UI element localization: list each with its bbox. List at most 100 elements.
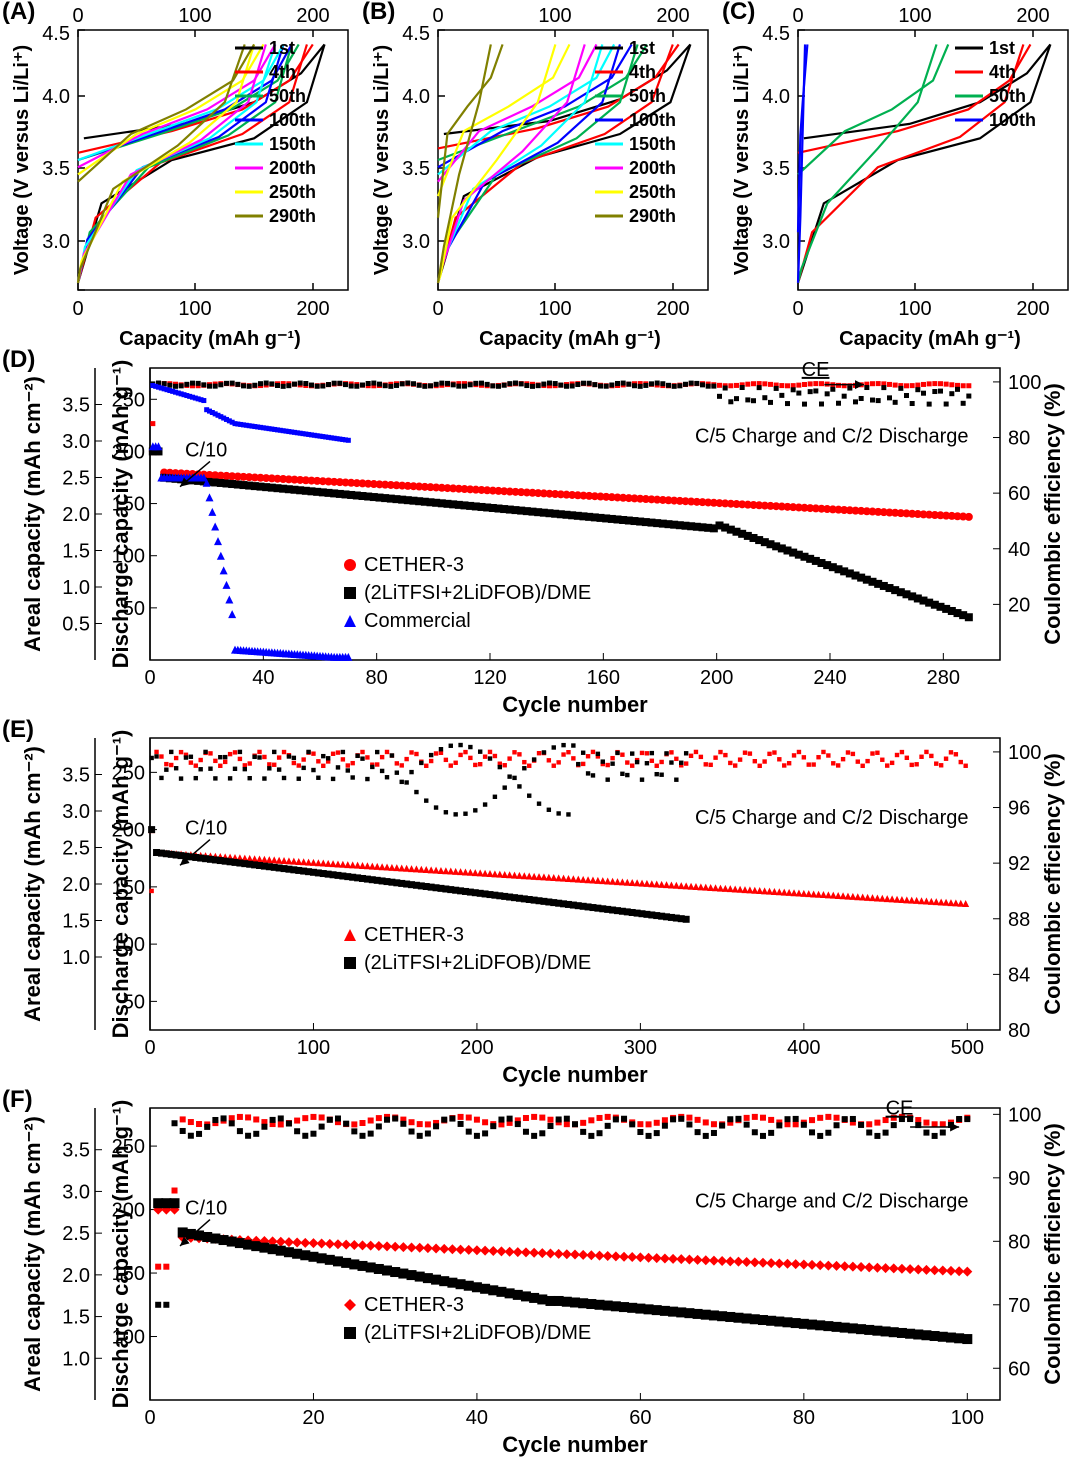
svg-text:3.0: 3.0	[402, 231, 430, 253]
svg-text:CETHER-3: CETHER-3	[364, 924, 464, 946]
panel-B-svg: 3.0 3.5 4.0 4.5 0 100 200 0 100 200	[360, 0, 720, 350]
panel-A-xlabel: Capacity (mAh g⁻¹)	[119, 328, 301, 350]
svg-text:50th: 50th	[989, 86, 1026, 106]
svg-text:CE: CE	[802, 359, 830, 381]
svg-text:Discharge capacity (mAh g⁻¹): Discharge capacity (mAh g⁻¹)	[108, 730, 133, 1039]
svg-text:1st: 1st	[269, 38, 295, 58]
svg-text:Commercial: Commercial	[364, 610, 471, 632]
panel-A: (A) 3.0 3.5 4.0 4.5 0 100	[0, 0, 360, 350]
svg-text:4.0: 4.0	[762, 86, 790, 108]
svg-text:C/5 Charge and C/2 Discharge: C/5 Charge and C/2 Discharge	[695, 807, 968, 829]
svg-text:100: 100	[1008, 372, 1041, 394]
svg-text:100: 100	[538, 298, 571, 320]
svg-text:Cycle number: Cycle number	[502, 1432, 648, 1457]
svg-text:200: 200	[460, 1037, 493, 1059]
svg-text:60: 60	[1008, 483, 1030, 505]
panel-F-label: (F)	[2, 1086, 33, 1114]
panel-C-svg: 3.0 3.5 4.0 4.5 0 100 200 0 100 200	[720, 0, 1080, 350]
svg-text:3.0: 3.0	[42, 231, 70, 253]
svg-text:3.5: 3.5	[62, 395, 90, 417]
svg-text:0: 0	[432, 298, 443, 320]
svg-text:C/5 Charge and C/2 Discharge: C/5 Charge and C/2 Discharge	[695, 426, 968, 448]
svg-text:200: 200	[656, 298, 689, 320]
svg-text:100: 100	[178, 5, 211, 27]
svg-text:4.5: 4.5	[402, 23, 430, 45]
panel-E-label: (E)	[2, 716, 34, 744]
svg-text:4.5: 4.5	[42, 23, 70, 45]
svg-text:40: 40	[252, 667, 274, 689]
svg-text:1.0: 1.0	[62, 1348, 90, 1370]
svg-text:4th: 4th	[629, 62, 656, 82]
svg-text:150th: 150th	[269, 134, 316, 154]
svg-text:50th: 50th	[629, 86, 666, 106]
svg-text:CETHER-3: CETHER-3	[364, 554, 464, 576]
svg-text:Capacity (mAh g⁻¹): Capacity (mAh g⁻¹)	[839, 328, 1021, 350]
panel-E-svg: 01002003004005001.01.52.02.53.03.5501001…	[0, 720, 1080, 1090]
svg-text:C/10: C/10	[185, 439, 227, 461]
svg-text:0: 0	[792, 298, 803, 320]
svg-text:(2LiTFSI+2LiDFOB)/DME: (2LiTFSI+2LiDFOB)/DME	[364, 582, 591, 604]
panel-D-svg: 040801201602002402800.51.01.52.02.53.03.…	[0, 350, 1080, 720]
panel-A-label: (A)	[2, 0, 35, 26]
svg-text:100: 100	[1008, 742, 1041, 764]
svg-text:100th: 100th	[269, 110, 316, 130]
panel-F: (F) 0204060801001.01.52.02.53.03.5100150…	[0, 1090, 1080, 1460]
svg-text:CETHER-3: CETHER-3	[364, 1294, 464, 1316]
svg-text:0: 0	[72, 298, 83, 320]
svg-text:Coulombic efficiency (%): Coulombic efficiency (%)	[1040, 383, 1065, 645]
svg-text:150th: 150th	[629, 134, 676, 154]
svg-text:100: 100	[898, 5, 931, 27]
panel-D: (D) 040801201602002402800.51.01.52.02.53…	[0, 350, 1080, 720]
svg-text:200: 200	[296, 298, 329, 320]
svg-text:Cycle number: Cycle number	[502, 1062, 648, 1087]
svg-text:Voltage (V versus Li/Li⁺): Voltage (V versus Li/Li⁺)	[371, 45, 393, 275]
svg-text:Areal capacity (mAh cm⁻²): Areal capacity (mAh cm⁻²)	[20, 746, 45, 1022]
svg-text:20: 20	[1008, 594, 1030, 616]
svg-text:1.0: 1.0	[62, 577, 90, 599]
svg-text:80: 80	[1008, 1231, 1030, 1253]
svg-text:3.0: 3.0	[62, 801, 90, 823]
svg-text:0.5: 0.5	[62, 614, 90, 636]
svg-text:Cycle number: Cycle number	[502, 692, 648, 717]
svg-text:200: 200	[700, 667, 733, 689]
svg-text:4.5: 4.5	[762, 23, 790, 45]
panel-A-ylabel: Voltage (V versus Li/Li⁺)	[11, 45, 33, 275]
svg-text:3.0: 3.0	[62, 431, 90, 453]
svg-text:400: 400	[787, 1037, 820, 1059]
svg-text:92: 92	[1008, 853, 1030, 875]
svg-text:1st: 1st	[629, 38, 655, 58]
svg-text:2.5: 2.5	[62, 1223, 90, 1245]
svg-text:0: 0	[72, 5, 83, 27]
svg-text:4th: 4th	[269, 62, 296, 82]
svg-text:500: 500	[951, 1037, 984, 1059]
svg-text:90: 90	[1008, 1168, 1030, 1190]
svg-text:2.5: 2.5	[62, 468, 90, 490]
svg-text:C/10: C/10	[185, 818, 227, 840]
svg-text:84: 84	[1008, 964, 1030, 986]
panel-F-svg: 0204060801001.01.52.02.53.03.51001502002…	[0, 1090, 1080, 1460]
figure-page: (A) 3.0 3.5 4.0 4.5 0 100	[0, 0, 1080, 1460]
svg-text:200th: 200th	[629, 158, 676, 178]
svg-text:0: 0	[432, 5, 443, 27]
svg-text:300: 300	[624, 1037, 657, 1059]
svg-text:3.5: 3.5	[42, 158, 70, 180]
panel-D-label: (D)	[2, 346, 35, 374]
svg-text:100: 100	[898, 298, 931, 320]
svg-text:200: 200	[1016, 5, 1049, 27]
svg-text:290th: 290th	[269, 206, 316, 226]
svg-text:Coulombic efficiency (%): Coulombic efficiency (%)	[1040, 1123, 1065, 1385]
panel-C: (C) 3.0 3.5 4.0 4.5 0 100 200	[720, 0, 1080, 350]
svg-text:96: 96	[1008, 798, 1030, 820]
svg-text:20: 20	[302, 1407, 324, 1429]
svg-text:0: 0	[144, 667, 155, 689]
svg-text:0: 0	[792, 5, 803, 27]
svg-text:1.5: 1.5	[62, 541, 90, 563]
svg-text:CE: CE	[886, 1098, 914, 1120]
svg-text:80: 80	[1008, 1020, 1030, 1042]
svg-text:3.5: 3.5	[62, 765, 90, 787]
svg-text:100: 100	[951, 1407, 984, 1429]
panel-B-label: (B)	[362, 0, 395, 26]
panel-E: (E) 01002003004005001.01.52.02.53.03.550…	[0, 720, 1080, 1090]
svg-text:200: 200	[296, 5, 329, 27]
svg-text:60: 60	[1008, 1358, 1030, 1380]
